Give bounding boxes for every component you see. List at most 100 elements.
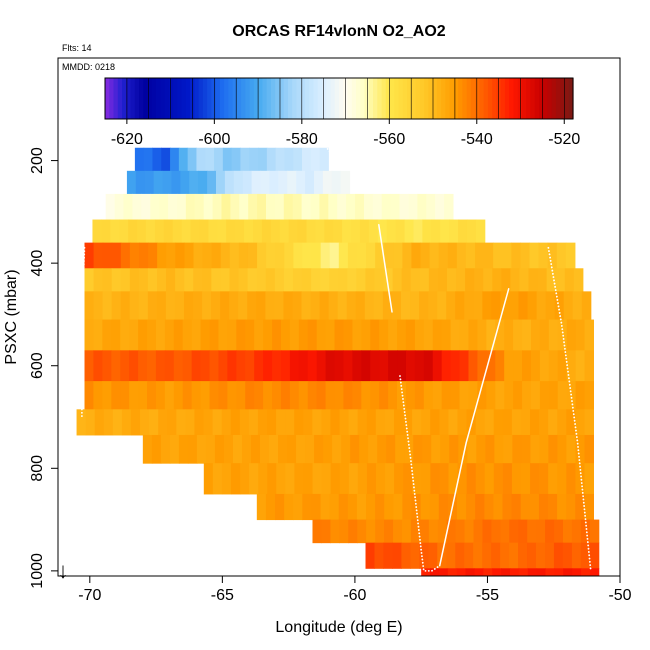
colorbar-swatch <box>428 78 434 119</box>
heatmap-cell <box>530 409 540 436</box>
heatmap-cell <box>511 463 522 495</box>
heatmap-cell <box>283 193 294 221</box>
colorbar-swatch <box>122 78 127 119</box>
heatmap-cell <box>528 268 539 292</box>
heatmap-cell <box>278 434 288 464</box>
heatmap-cell <box>566 463 576 495</box>
heatmap-cell <box>310 291 321 321</box>
heatmap-cell <box>384 409 395 436</box>
colorbar-swatch <box>326 78 332 119</box>
heatmap-cell <box>393 242 403 269</box>
heatmap-cell <box>500 519 510 544</box>
heatmap-cell <box>185 409 195 436</box>
heatmap-cell <box>211 268 221 292</box>
heatmap-cell <box>473 519 483 544</box>
heatmap-cell <box>102 291 113 321</box>
heatmap-cell <box>572 568 582 577</box>
heatmap-cell <box>455 519 466 544</box>
colorbar-swatch <box>453 78 459 119</box>
colorbar-swatch <box>356 78 361 119</box>
heatmap-cell <box>76 409 87 436</box>
colorbar-swatch <box>538 78 544 119</box>
heatmap-cell <box>211 291 221 321</box>
heatmap-cell <box>311 268 321 292</box>
heatmap-cell <box>141 193 151 221</box>
heatmap-cell <box>84 319 94 351</box>
colorbar-swatch <box>232 78 238 119</box>
heatmap-cell <box>388 381 398 410</box>
heatmap-cell <box>330 409 341 436</box>
heatmap-cell <box>173 350 184 382</box>
heatmap-cell <box>458 434 468 464</box>
heatmap-cell <box>491 542 501 569</box>
heatmap-cell <box>155 381 166 410</box>
heatmap-cell <box>429 493 440 521</box>
heatmap-cell <box>420 493 431 521</box>
heatmap-cell <box>236 350 246 382</box>
heatmap-cell <box>563 291 574 321</box>
heatmap-cell <box>422 219 432 244</box>
heatmap-cell <box>296 170 306 195</box>
heatmap-cell <box>120 350 130 382</box>
heatmap-cell <box>194 193 205 221</box>
colorbar-swatch <box>270 78 276 119</box>
heatmap-cell <box>138 319 148 351</box>
heatmap-cell <box>374 268 385 292</box>
heatmap-cell <box>548 381 559 410</box>
heatmap-cell <box>504 350 514 382</box>
heatmap-cell <box>159 193 169 221</box>
heatmap-cell <box>147 350 157 382</box>
heatmap-cell <box>230 409 241 436</box>
heatmap-cell <box>544 542 555 569</box>
heatmap-cell <box>519 268 530 292</box>
colorbar-swatch <box>334 78 340 119</box>
heatmap-cell <box>518 291 529 321</box>
heatmap-cell <box>495 350 505 382</box>
heatmap-cell <box>126 170 137 195</box>
heatmap-cell <box>249 463 259 495</box>
heatmap-cell <box>522 381 532 410</box>
heatmap-cell <box>450 381 461 410</box>
flight-track <box>547 246 592 572</box>
colorbar-swatch <box>266 78 272 119</box>
heatmap-cell <box>339 409 350 436</box>
heatmap-cell <box>350 434 360 464</box>
colorbar-swatch <box>151 78 157 119</box>
heatmap-cell <box>473 291 483 321</box>
heatmap-cell <box>562 542 573 569</box>
heatmap-cell <box>120 242 131 269</box>
heatmap-cell <box>486 381 496 410</box>
heatmap-cell <box>254 381 264 410</box>
heatmap-cell <box>329 242 340 269</box>
colorbar-swatch <box>560 78 566 119</box>
heatmap-cell <box>421 409 431 436</box>
heatmap-cell <box>249 147 259 172</box>
heatmap-cell <box>203 463 214 495</box>
heatmap-cell <box>464 519 475 544</box>
flight-track <box>399 375 441 572</box>
heatmap-cell <box>529 242 540 269</box>
heatmap-cell <box>428 268 439 292</box>
heatmap-cell <box>152 147 162 172</box>
heatmap-cell <box>267 463 277 495</box>
heatmap-cell <box>477 381 487 410</box>
heatmap-cell <box>84 242 95 269</box>
heatmap-cell <box>449 219 459 244</box>
heatmap-cell <box>258 147 268 172</box>
colorbar-swatch <box>530 78 536 119</box>
flight-track <box>81 246 86 418</box>
heatmap-cell <box>182 381 193 410</box>
heatmap-cell <box>397 319 407 351</box>
heatmap-cell <box>365 542 375 569</box>
heatmap-cell <box>356 268 366 292</box>
heatmap-cell <box>280 350 291 382</box>
heatmap-cell <box>307 381 318 410</box>
heatmap-cell <box>275 147 285 172</box>
heatmap-cell <box>386 219 397 244</box>
heatmap-layer <box>76 147 600 577</box>
heatmap-cell <box>379 381 389 410</box>
heatmap-cell <box>536 291 547 321</box>
heatmap-cell <box>584 493 594 521</box>
colorbar-swatch <box>483 78 489 119</box>
heatmap-cell <box>382 291 393 321</box>
